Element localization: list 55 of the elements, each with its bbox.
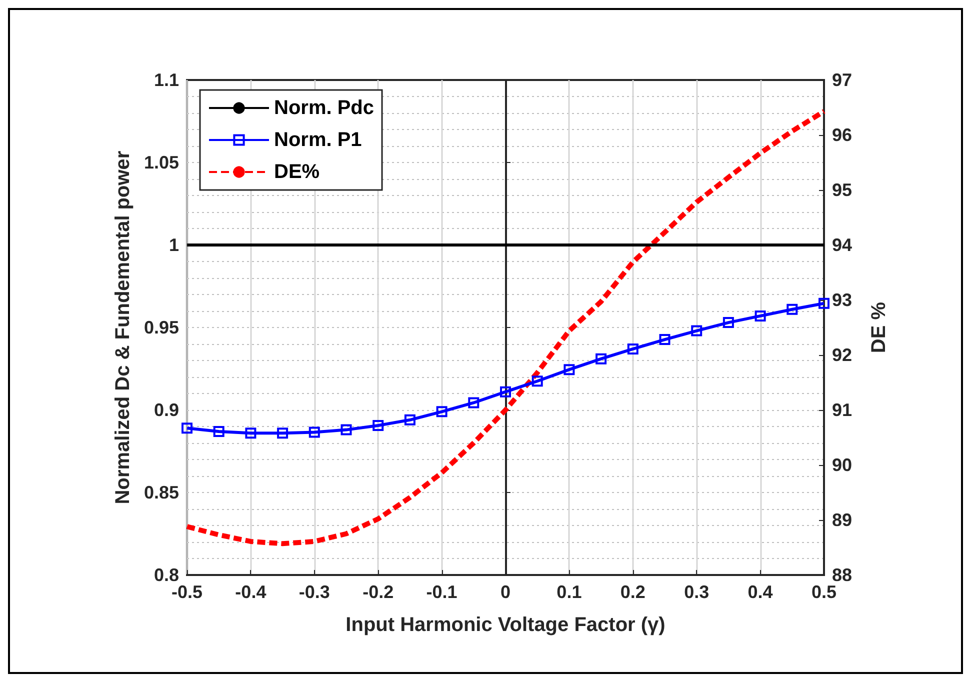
x-tick-label: 0.3 <box>684 582 710 602</box>
point <box>468 397 480 408</box>
point <box>754 310 766 322</box>
x-tick-label: 0.5 <box>811 582 837 602</box>
y-tick-label: 1 <box>168 235 179 255</box>
point <box>245 428 256 439</box>
y-tick-label: 0.85 <box>144 482 179 502</box>
x-tick-label: 0.1 <box>556 582 582 602</box>
point <box>564 364 575 376</box>
y-axis-title: Normalized Dc & Fundemental power <box>112 150 134 504</box>
legend-label: DE% <box>274 161 320 183</box>
y2-tick-label: 96 <box>832 125 852 145</box>
x-tick-label: -0.1 <box>426 582 458 602</box>
y2-axis-title: DE % <box>868 302 890 354</box>
y-tick-label: 1.05 <box>144 152 179 172</box>
y2-tick-label: 97 <box>832 70 852 90</box>
point <box>404 414 416 426</box>
y-tick-label: 0.9 <box>154 400 179 420</box>
x-tick-label: -0.4 <box>235 582 266 602</box>
point <box>532 376 543 387</box>
point <box>277 428 288 439</box>
x-tick-label: -0.3 <box>298 582 330 602</box>
y-tick-label: 0.95 <box>144 318 179 338</box>
point <box>340 424 352 436</box>
x-tick-label: -0.2 <box>362 582 394 602</box>
y2-tick-label: 93 <box>832 290 852 310</box>
x-axis-title: Input Harmonic Voltage Factor (γ) <box>346 614 666 636</box>
point <box>308 426 320 438</box>
x-tick-label: -0.5 <box>171 582 203 602</box>
point <box>182 422 192 434</box>
point <box>500 386 511 398</box>
y-tick-label: 1.1 <box>154 70 179 90</box>
y2-tick-label: 92 <box>832 345 852 365</box>
point <box>596 353 607 364</box>
y2-tick-label: 91 <box>832 400 852 420</box>
x-tick-label: 0 <box>500 582 511 602</box>
point <box>213 426 224 437</box>
point <box>436 406 448 418</box>
y2-tick-label: 95 <box>832 180 852 200</box>
y2-tick-label: 90 <box>832 455 852 475</box>
legend-label: Norm. P1 <box>274 129 362 151</box>
point <box>372 420 384 432</box>
legend-label: Norm. Pdc <box>274 97 374 119</box>
x-tick-label: 0.2 <box>620 582 646 602</box>
point <box>722 317 734 328</box>
x-tick-label: 0.4 <box>748 582 773 602</box>
point <box>659 334 670 346</box>
y2-tick-label: 89 <box>832 510 852 530</box>
y-tick-label: 0.8 <box>154 565 179 585</box>
y2-tick-label: 88 <box>832 565 852 585</box>
point <box>691 325 702 336</box>
point <box>627 343 638 354</box>
point <box>786 304 798 315</box>
point <box>818 298 830 309</box>
y2-tick-label: 94 <box>832 235 852 255</box>
